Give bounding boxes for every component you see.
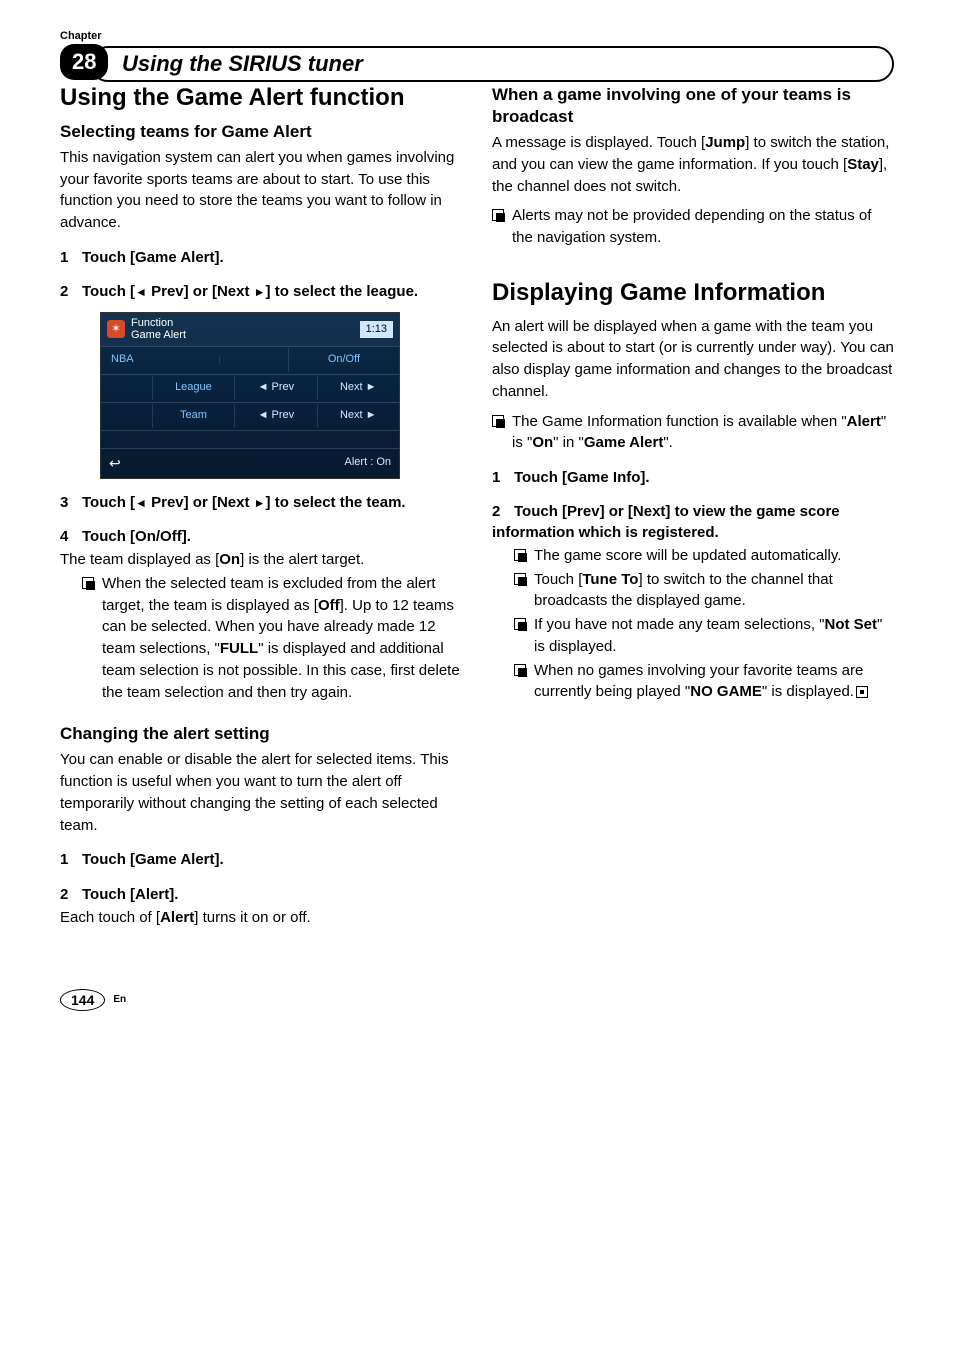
right-triangle-icon: ► (254, 285, 266, 299)
language-label: En (113, 994, 126, 1005)
note-icon (82, 577, 94, 589)
changing-intro: You can enable or disable the alert for … (60, 749, 462, 836)
page-footer: 144 En (60, 989, 894, 1011)
note-icon (514, 549, 526, 561)
note-bullet: When no games involving your favorite te… (492, 660, 894, 704)
section-heading: Displaying Game Information (492, 279, 894, 308)
note-bullet: The game score will be updated automatic… (492, 545, 894, 567)
note-icon (514, 573, 526, 585)
ss-league-label: League (152, 376, 234, 400)
subsection-heading: Selecting teams for Game Alert (60, 121, 462, 143)
chapter-number: 28 (60, 44, 108, 80)
left-column: Using the Game Alert function Selecting … (60, 84, 462, 929)
note-bullet: Touch [Tune To] to switch to the channel… (492, 569, 894, 613)
step-2: 2Touch [◄ Prev] or [Next ►] to select th… (60, 282, 462, 302)
ss-back-button[interactable]: ↩ (109, 453, 121, 473)
gear-icon: ✶ (107, 320, 125, 338)
changing-step-2: 2Touch [Alert]. (60, 885, 462, 905)
display-step-1: 1Touch [Game Info]. (492, 468, 894, 488)
broadcast-text: A message is displayed. Touch [Jump] to … (492, 132, 894, 197)
step-4: 4Touch [On/Off]. (60, 527, 462, 547)
chapter-header: 28 Using the SIRIUS tuner (60, 44, 894, 84)
note-bullet: When the selected team is excluded from … (60, 573, 462, 704)
note-icon (492, 415, 504, 427)
left-triangle-icon: ◄ (135, 496, 147, 510)
subsection-heading: Changing the alert setting (60, 723, 462, 745)
changing-note: Each touch of [Alert] turns it on or off… (60, 907, 462, 929)
ss-subtitle: Game Alert (131, 329, 186, 341)
note-bullet: The Game Information function is availab… (492, 411, 894, 455)
ss-league-prev-button[interactable]: ◄ Prev (234, 376, 316, 400)
note-icon (514, 664, 526, 676)
ss-team-label: Team (152, 404, 234, 428)
display-intro: An alert will be displayed when a game w… (492, 316, 894, 403)
subsection-heading: When a game involving one of your teams … (492, 84, 894, 128)
intro-text: This navigation system can alert you whe… (60, 147, 462, 234)
step-4-note: The team displayed as [On] is the alert … (60, 549, 462, 571)
ss-alert-status: Alert : On (345, 455, 391, 471)
note-bullet: Alerts may not be provided depending on … (492, 205, 894, 249)
chapter-label: Chapter (60, 30, 894, 42)
changing-step-1: 1Touch [Game Alert]. (60, 850, 462, 870)
chapter-title: Using the SIRIUS tuner (90, 46, 894, 82)
page-number: 144 (60, 989, 105, 1011)
left-triangle-icon: ◄ (135, 285, 147, 299)
ss-onoff-button[interactable]: On/Off (288, 348, 399, 372)
display-step-2: 2Touch [Prev] or [Next] to view the game… (492, 502, 894, 543)
right-column: When a game involving one of your teams … (492, 84, 894, 929)
end-mark-icon (856, 686, 868, 698)
ss-nba-label: NBA (101, 348, 219, 372)
ss-team-prev-button[interactable]: ◄ Prev (234, 404, 316, 428)
ss-clock: 1:13 (360, 321, 393, 339)
right-triangle-icon: ► (254, 496, 266, 510)
ss-function-label: Function (131, 317, 186, 329)
device-screenshot: ✶ Function Game Alert 1:13 NBA On/Off Le… (100, 312, 400, 478)
step-1: 1Touch [Game Alert]. (60, 248, 462, 268)
ss-team-next-button[interactable]: Next ► (317, 404, 399, 428)
step-3: 3Touch [◄ Prev] or [Next ►] to select th… (60, 493, 462, 513)
note-bullet: If you have not made any team selections… (492, 614, 894, 658)
ss-league-next-button[interactable]: Next ► (317, 376, 399, 400)
note-icon (514, 618, 526, 630)
note-icon (492, 209, 504, 221)
section-heading: Using the Game Alert function (60, 84, 462, 113)
